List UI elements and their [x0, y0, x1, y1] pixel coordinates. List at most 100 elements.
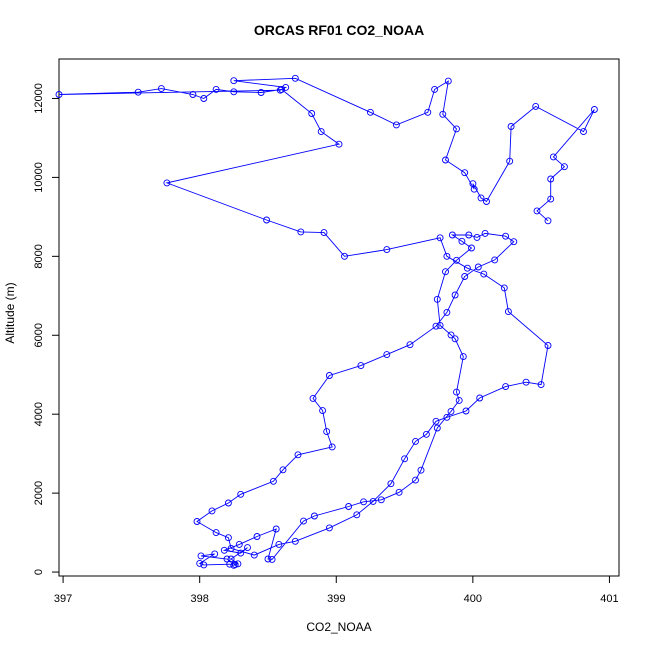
data-point — [465, 231, 473, 239]
data-point — [317, 128, 325, 136]
y-axis-label: Altitude (m) — [3, 282, 17, 343]
data-point — [451, 291, 459, 299]
data-point — [257, 89, 265, 96]
x-tick-label: 398 — [191, 593, 209, 605]
data-point — [275, 540, 283, 548]
data-point — [272, 525, 280, 533]
data-point — [189, 91, 197, 98]
data-point — [383, 351, 391, 359]
data-point — [237, 549, 245, 557]
data-point — [442, 156, 449, 164]
y-tick-label: 12000 — [33, 83, 45, 114]
data-point — [462, 407, 470, 415]
data-point — [590, 106, 598, 113]
data-point — [544, 342, 552, 349]
data-point — [134, 88, 142, 96]
data-point — [480, 270, 488, 278]
data-point — [433, 295, 441, 303]
data-point — [282, 83, 290, 91]
x-tick-label: 400 — [464, 593, 482, 605]
data-point — [291, 74, 299, 82]
data-point — [473, 233, 481, 241]
data-point — [345, 503, 353, 510]
data-point — [237, 490, 245, 498]
data-point — [279, 466, 287, 474]
data-point — [328, 443, 336, 451]
data-point — [325, 372, 333, 379]
y-tick-label: 4000 — [33, 402, 45, 426]
data-point — [212, 85, 220, 93]
data-point — [360, 498, 368, 506]
data-point — [268, 555, 276, 563]
data-point — [443, 413, 451, 421]
y-tick-label: 2000 — [33, 481, 45, 505]
data-point — [230, 77, 238, 85]
x-tick-label: 397 — [54, 593, 72, 605]
data-point — [319, 407, 327, 415]
data-point — [253, 533, 261, 540]
data-point — [439, 110, 447, 118]
data-point — [417, 466, 425, 474]
data-point — [55, 91, 63, 98]
data-point — [223, 555, 231, 563]
data-point — [580, 128, 587, 136]
data-point — [477, 194, 485, 202]
data-point — [263, 216, 271, 224]
x-tick-label: 401 — [600, 593, 618, 605]
data-point — [392, 121, 400, 129]
data-point — [357, 362, 365, 370]
data-point — [230, 88, 238, 96]
data-point — [224, 499, 232, 507]
y-tick-label: 8000 — [33, 244, 45, 268]
data-point — [442, 268, 449, 276]
data-point — [431, 85, 439, 93]
data-point — [461, 273, 469, 280]
data-point — [444, 77, 452, 85]
data-point — [300, 517, 307, 525]
series-line — [58, 77, 595, 566]
data-point — [443, 252, 451, 260]
data-point — [424, 108, 432, 116]
data-point — [369, 497, 377, 505]
data-point — [483, 198, 490, 205]
data-point — [227, 555, 235, 563]
data-point — [341, 252, 348, 260]
y-tick-label: 0 — [33, 569, 45, 575]
data-point — [474, 263, 482, 271]
data-point — [269, 477, 277, 485]
data-point — [432, 417, 440, 425]
data-point — [387, 480, 395, 488]
data-point — [537, 381, 545, 389]
data-point — [458, 237, 466, 245]
data-point — [453, 388, 460, 396]
data-point — [197, 552, 205, 560]
data-point — [532, 102, 540, 110]
data-point — [461, 169, 469, 177]
data-point — [353, 511, 361, 519]
data-point — [377, 496, 385, 504]
data-point — [366, 108, 374, 116]
data-point — [226, 560, 234, 568]
data-point — [544, 217, 552, 225]
data-point — [422, 430, 430, 438]
data-point — [463, 264, 471, 272]
data-point — [291, 537, 299, 545]
data-point — [491, 256, 499, 264]
data-point — [395, 488, 403, 496]
data-point — [504, 308, 512, 316]
data-point — [443, 308, 451, 316]
data-point — [278, 85, 286, 93]
data-point — [533, 207, 541, 215]
data-point — [297, 228, 305, 236]
data-point — [308, 110, 316, 117]
data-point — [323, 428, 331, 436]
data-point — [406, 341, 414, 349]
data-point — [412, 437, 419, 445]
data-point — [436, 234, 444, 242]
data-point — [507, 123, 515, 130]
data-point — [224, 534, 232, 542]
data-point — [453, 125, 460, 133]
data-point — [294, 451, 302, 459]
y-tick-label: 10000 — [33, 162, 45, 193]
data-point — [200, 95, 208, 102]
